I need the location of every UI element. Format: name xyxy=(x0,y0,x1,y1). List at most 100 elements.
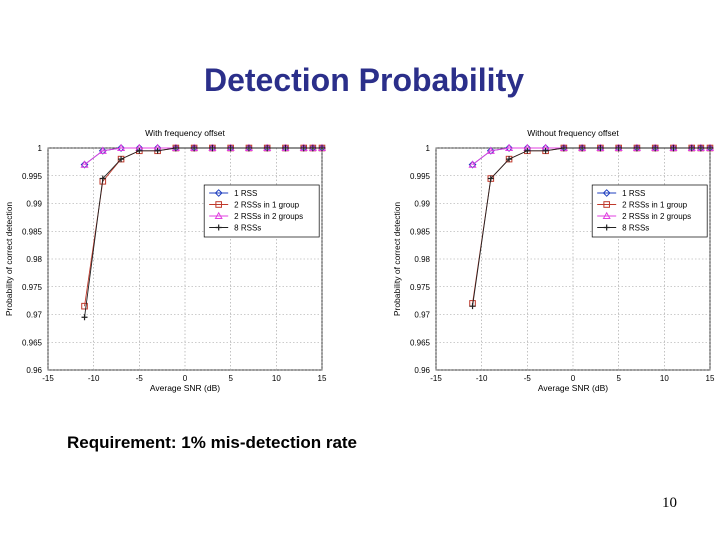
data-point xyxy=(707,145,713,151)
data-point xyxy=(154,147,161,154)
y-axis-label: Probability of correct detection xyxy=(392,202,402,317)
y-axis-label: Probability of correct detection xyxy=(4,202,14,317)
y-tick-label: 0.96 xyxy=(26,366,42,375)
x-tick-label: -5 xyxy=(524,374,532,383)
legend-label: 2 RSSs in 1 group xyxy=(622,201,687,210)
x-tick-label: 10 xyxy=(272,374,281,383)
data-point xyxy=(597,145,604,151)
x-tick-label: -10 xyxy=(88,374,100,383)
data-point xyxy=(118,156,125,163)
legend-label: 8 RSSs xyxy=(622,224,649,233)
data-point xyxy=(524,147,531,154)
data-point xyxy=(652,145,659,151)
legend-label: 1 RSS xyxy=(234,189,257,198)
y-tick-label: 0.99 xyxy=(26,200,42,209)
x-tick-label: 10 xyxy=(660,374,669,383)
data-point xyxy=(697,145,704,151)
legend-marker xyxy=(214,211,223,220)
legend-label: 1 RSS xyxy=(622,189,645,198)
data-point xyxy=(191,145,198,151)
data-point xyxy=(245,145,252,151)
data-point xyxy=(172,145,179,151)
chart-with-frequency-offset: -15 -10 -5 0 5 10 15 0.96 0.965 0.97 0.975 0.98 0.98… xyxy=(4,128,327,393)
legend-label: 2 RSSs in 1 group xyxy=(234,201,299,210)
x-tick-label: 5 xyxy=(228,374,233,383)
legend-label: 2 RSSs in 2 groups xyxy=(622,212,691,221)
y-tick-label: 0.985 xyxy=(22,227,43,236)
data-point xyxy=(506,156,513,163)
y-tick-label: 0.99 xyxy=(414,200,430,209)
data-point xyxy=(80,160,89,168)
x-tick-label: -5 xyxy=(136,374,144,383)
data-point xyxy=(579,145,586,151)
data-point xyxy=(505,143,514,152)
y-tick-label: 0.96 xyxy=(414,366,430,375)
legend-box xyxy=(591,184,708,238)
y-tick-label: 0.965 xyxy=(410,338,431,347)
y-tick-label: 0.975 xyxy=(22,283,43,292)
data-point xyxy=(264,145,271,151)
data-point xyxy=(300,145,307,151)
legend-marker xyxy=(214,189,223,197)
y-tick-label: 0.995 xyxy=(22,172,43,181)
data-point xyxy=(98,146,107,155)
data-point xyxy=(670,145,677,151)
legend-marker xyxy=(215,201,222,208)
x-tick-label: -15 xyxy=(430,374,442,383)
legend-marker xyxy=(603,201,610,208)
legend-label: 8 RSSs xyxy=(234,224,261,233)
data-point xyxy=(560,145,567,151)
requirement-text: Requirement: 1% mis-detection rate xyxy=(67,433,358,452)
y-tick-label: 0.995 xyxy=(410,172,431,181)
y-tick-label: 0.975 xyxy=(410,283,431,292)
data-point xyxy=(309,145,316,151)
x-tick-label: 15 xyxy=(706,374,715,383)
legend-marker xyxy=(602,189,611,197)
data-point xyxy=(81,302,88,310)
data-point xyxy=(486,146,495,155)
x-axis-label: Average SNR (dB) xyxy=(150,383,220,393)
data-point xyxy=(486,146,495,154)
y-tick-label: 0.985 xyxy=(410,227,431,236)
chart-title: Without frequency offset xyxy=(527,128,619,138)
data-point xyxy=(469,303,476,310)
data-point xyxy=(487,175,494,182)
data-point xyxy=(319,145,325,151)
x-tick-label: 0 xyxy=(571,374,576,383)
x-tick-label: -15 xyxy=(42,374,54,383)
data-point xyxy=(136,147,143,154)
data-point xyxy=(505,144,513,152)
data-point xyxy=(99,175,106,182)
y-tick-label: 0.97 xyxy=(26,311,42,320)
data-point xyxy=(81,314,88,321)
data-point xyxy=(117,144,125,152)
x-tick-label: -10 xyxy=(476,374,488,383)
y-tick-label: 0.97 xyxy=(414,311,430,320)
data-point xyxy=(282,145,289,151)
y-tick-label: 0.98 xyxy=(26,255,42,264)
data-point xyxy=(688,145,695,151)
legend-label: 2 RSSs in 2 groups xyxy=(234,212,303,221)
data-point xyxy=(227,145,234,151)
data-point xyxy=(615,145,622,151)
x-tick-label: 5 xyxy=(616,374,621,383)
data-point xyxy=(209,145,216,151)
y-tick-label: 0.965 xyxy=(22,338,43,347)
data-point xyxy=(468,160,477,168)
slide-title: Detection Probability xyxy=(203,62,525,98)
data-point xyxy=(117,143,126,152)
chart-without-frequency-offset: -15 -10 -5 0 5 10 15 0.96 0.965 0.97 0.975 0.98 0.98… xyxy=(392,128,715,393)
legend-marker xyxy=(602,211,611,220)
y-tick-label: 1 xyxy=(426,144,431,153)
data-point xyxy=(542,147,549,154)
x-tick-label: 15 xyxy=(318,374,327,383)
legend-box xyxy=(203,184,320,238)
data-point xyxy=(98,146,107,154)
data-point xyxy=(633,145,640,151)
legend-marker xyxy=(603,224,610,231)
x-tick-label: 0 xyxy=(183,374,188,383)
chart-title: With frequency offset xyxy=(145,128,225,138)
x-axis-label: Average SNR (dB) xyxy=(538,383,608,393)
page-number: 10 xyxy=(662,495,677,511)
y-tick-label: 0.98 xyxy=(414,255,430,264)
